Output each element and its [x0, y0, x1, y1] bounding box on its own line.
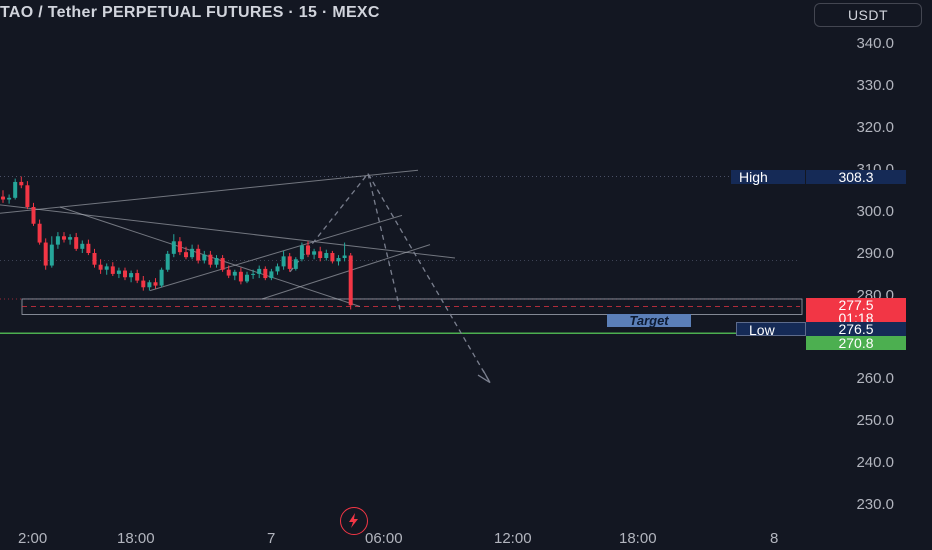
candle-body [287, 256, 292, 269]
candle-body [245, 274, 249, 282]
wedge-line [149, 214, 403, 292]
candle-body [190, 248, 195, 258]
line-price-tag: 270.8 [806, 336, 906, 350]
price-tick: 230.0 [856, 496, 894, 513]
arrow-head [477, 369, 491, 384]
candle-body [129, 273, 134, 278]
candle-body [123, 270, 127, 278]
candle-body [251, 273, 256, 275]
candle-body [263, 268, 268, 279]
candle-body [92, 253, 97, 265]
candle-body [68, 237, 73, 240]
target-label[interactable]: Target [607, 314, 691, 327]
price-tick: 340.0 [856, 35, 894, 52]
upper-trendline [0, 169, 419, 214]
projection-path [289, 172, 491, 383]
high-label: High [731, 170, 805, 184]
chart-grid [0, 176, 800, 300]
candle-body [159, 269, 164, 286]
candle-body [31, 207, 36, 224]
countdown-tag: 01:18 [806, 311, 906, 325]
candle-body [232, 271, 237, 276]
candle-body [202, 254, 207, 261]
candle-body [37, 223, 42, 243]
candle-body [238, 271, 243, 282]
candle-body [306, 245, 310, 255]
projection-branch [367, 173, 401, 310]
time-tick: 2:00 [18, 530, 48, 547]
candle-body [226, 269, 231, 276]
candle-body [147, 282, 152, 288]
time-tick: 18:00 [619, 530, 657, 547]
candle-body [135, 273, 140, 281]
candle-body [257, 268, 262, 274]
price-tick: 260.0 [856, 370, 894, 387]
candle-body [153, 282, 158, 286]
candle-body [281, 256, 286, 267]
candle-body [110, 266, 115, 274]
candle-body [348, 255, 353, 306]
candle-body [318, 251, 323, 259]
candle-body [177, 241, 182, 253]
candle-body [165, 253, 170, 270]
candle-body [330, 253, 335, 262]
candle-body [184, 252, 188, 258]
candle-body [214, 258, 219, 265]
candle-body [49, 244, 54, 266]
candle-body [80, 243, 85, 249]
candle-body [43, 242, 48, 266]
candle-body [336, 258, 341, 262]
candle-body [299, 245, 304, 260]
price-tick: 250.0 [856, 412, 894, 429]
candle-body [62, 236, 66, 240]
candle-body [141, 280, 146, 288]
candle-body [19, 181, 24, 186]
time-tick: 06:00 [365, 530, 403, 547]
time-tick: 18:00 [117, 530, 155, 547]
candle-body [171, 241, 176, 254]
candle-body [7, 197, 12, 200]
candle-body [196, 248, 201, 261]
wedge-line-2 [261, 244, 431, 300]
candle-body [269, 271, 274, 279]
candle-body [208, 254, 213, 265]
candle-body [86, 243, 91, 253]
low-value: 276.5 [806, 322, 906, 336]
candle-body [104, 266, 109, 270]
candle-body [13, 181, 18, 198]
candle-body [116, 270, 121, 274]
price-tick: 320.0 [856, 119, 894, 136]
chart-title: TAO / Tether PERPETUAL FUTURES · 15 · ME… [0, 4, 380, 21]
channel-line [0, 204, 456, 259]
time-tick: 7 [267, 530, 276, 547]
current-price-tag: 277.5 [806, 298, 906, 312]
time-tick: 8 [770, 530, 779, 547]
candle-body [342, 255, 347, 259]
candle-body [312, 251, 317, 255]
price-tick: 290.0 [856, 245, 894, 262]
candle-body [1, 196, 5, 200]
candle-body [275, 266, 280, 272]
lightning-icon[interactable] [340, 507, 368, 535]
candle-body [55, 236, 60, 245]
candle-body [74, 237, 79, 249]
price-tick: 300.0 [856, 203, 894, 220]
candle-body [324, 253, 329, 259]
candle-body [25, 185, 30, 208]
currency-button[interactable]: USDT [814, 3, 922, 27]
candlestick-series [1, 176, 353, 310]
price-tick: 240.0 [856, 454, 894, 471]
price-tick: 330.0 [856, 77, 894, 94]
candle-body [220, 258, 225, 270]
candle-body [293, 259, 298, 269]
high-value: 308.3 [806, 170, 906, 184]
candle-body [98, 264, 103, 270]
time-tick: 12:00 [494, 530, 532, 547]
chart-drawings [0, 169, 806, 384]
low-label: Low [736, 322, 806, 337]
